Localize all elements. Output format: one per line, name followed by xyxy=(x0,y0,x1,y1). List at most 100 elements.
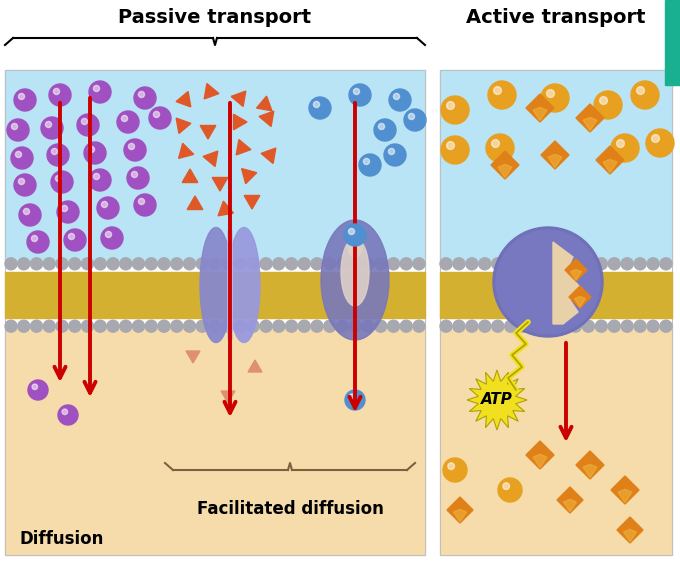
Circle shape xyxy=(32,384,37,390)
Polygon shape xyxy=(564,499,577,512)
Circle shape xyxy=(18,179,24,184)
Circle shape xyxy=(651,135,660,143)
Circle shape xyxy=(61,205,67,212)
Circle shape xyxy=(209,258,221,270)
Circle shape xyxy=(503,483,509,490)
Circle shape xyxy=(107,320,119,332)
Polygon shape xyxy=(187,196,203,209)
Circle shape xyxy=(158,320,170,332)
Circle shape xyxy=(647,320,659,332)
Polygon shape xyxy=(557,487,583,513)
Circle shape xyxy=(646,129,674,157)
Polygon shape xyxy=(526,441,554,469)
Circle shape xyxy=(69,233,75,240)
Circle shape xyxy=(384,144,406,166)
Circle shape xyxy=(89,81,111,103)
Polygon shape xyxy=(200,125,216,139)
Circle shape xyxy=(117,111,139,133)
Circle shape xyxy=(31,258,42,270)
Circle shape xyxy=(107,258,119,270)
Circle shape xyxy=(31,320,42,332)
Circle shape xyxy=(101,201,107,208)
Ellipse shape xyxy=(200,227,232,343)
Circle shape xyxy=(64,229,86,251)
Circle shape xyxy=(594,91,622,119)
Circle shape xyxy=(184,320,196,332)
Circle shape xyxy=(77,114,99,136)
Circle shape xyxy=(486,134,514,162)
Ellipse shape xyxy=(348,233,362,258)
Polygon shape xyxy=(526,94,554,122)
Circle shape xyxy=(440,258,452,270)
Circle shape xyxy=(139,92,145,97)
Circle shape xyxy=(273,320,285,332)
Circle shape xyxy=(447,142,454,150)
Circle shape xyxy=(18,258,30,270)
Polygon shape xyxy=(491,151,519,179)
Circle shape xyxy=(41,117,63,139)
Circle shape xyxy=(273,258,285,270)
Circle shape xyxy=(492,140,499,147)
Polygon shape xyxy=(541,141,569,169)
Circle shape xyxy=(621,258,633,270)
Circle shape xyxy=(286,258,298,270)
Polygon shape xyxy=(548,154,562,168)
Circle shape xyxy=(441,96,469,124)
Bar xyxy=(440,70,672,265)
Circle shape xyxy=(58,405,78,425)
Circle shape xyxy=(505,258,517,270)
Circle shape xyxy=(124,139,146,161)
Polygon shape xyxy=(576,104,604,132)
Circle shape xyxy=(5,258,17,270)
Circle shape xyxy=(362,258,374,270)
Circle shape xyxy=(82,118,88,125)
Circle shape xyxy=(44,320,55,332)
Circle shape xyxy=(55,175,62,182)
Circle shape xyxy=(582,258,594,270)
Polygon shape xyxy=(186,351,200,363)
Bar xyxy=(5,272,425,318)
Circle shape xyxy=(184,258,196,270)
Polygon shape xyxy=(261,148,276,164)
Circle shape xyxy=(636,86,645,95)
Circle shape xyxy=(363,158,369,165)
Polygon shape xyxy=(583,117,597,130)
Circle shape xyxy=(349,84,371,106)
Circle shape xyxy=(133,258,144,270)
Circle shape xyxy=(311,320,323,332)
Circle shape xyxy=(453,258,465,270)
Circle shape xyxy=(375,320,387,332)
Circle shape xyxy=(19,204,41,226)
Circle shape xyxy=(621,320,633,332)
Circle shape xyxy=(158,258,170,270)
Circle shape xyxy=(44,258,55,270)
Polygon shape xyxy=(617,517,643,543)
Circle shape xyxy=(344,224,366,246)
Circle shape xyxy=(324,320,336,332)
Text: Facilitated diffusion: Facilitated diffusion xyxy=(197,500,384,518)
Circle shape xyxy=(492,320,504,332)
Bar xyxy=(5,70,425,265)
Circle shape xyxy=(248,320,259,332)
Polygon shape xyxy=(533,107,547,121)
Circle shape xyxy=(235,320,246,332)
Circle shape xyxy=(401,320,412,332)
Polygon shape xyxy=(256,96,272,111)
Circle shape xyxy=(595,258,607,270)
Circle shape xyxy=(388,320,400,332)
Circle shape xyxy=(46,121,52,128)
Circle shape xyxy=(448,463,454,470)
Circle shape xyxy=(337,258,348,270)
Circle shape xyxy=(248,258,259,270)
Circle shape xyxy=(14,89,36,111)
Polygon shape xyxy=(576,451,604,479)
Circle shape xyxy=(496,230,600,334)
Circle shape xyxy=(56,320,68,332)
Circle shape xyxy=(146,258,157,270)
Circle shape xyxy=(93,173,99,180)
Polygon shape xyxy=(233,114,247,130)
Circle shape xyxy=(350,320,361,332)
Circle shape xyxy=(129,143,135,150)
Circle shape xyxy=(556,258,568,270)
Text: Passive transport: Passive transport xyxy=(118,8,311,27)
